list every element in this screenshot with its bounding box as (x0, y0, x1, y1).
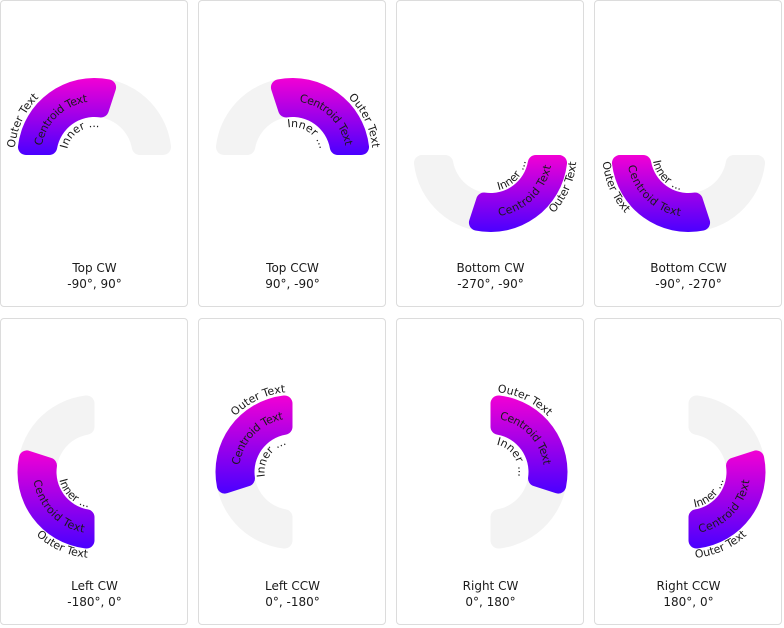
arc-value (611, 155, 711, 233)
card-title: Right CW (463, 579, 519, 593)
arc-value (468, 155, 568, 233)
arc-card (594, 0, 782, 307)
arc-value (17, 450, 95, 549)
arc-value (270, 77, 370, 156)
card-title: Top CCW (265, 261, 319, 275)
arc-value (215, 395, 293, 494)
arc-value (17, 77, 117, 155)
card-title: Left CCW (265, 579, 320, 593)
card-range-label: 0°, -180° (265, 595, 320, 609)
card-range-label: -90°, -270° (655, 277, 721, 291)
card-range-label: -270°, -90° (457, 277, 523, 291)
card-range-label: -180°, 0° (67, 595, 122, 609)
card-range-label: 180°, 0° (663, 595, 713, 609)
card-range-label: 90°, -90° (265, 277, 320, 291)
card-range-label: -90°, 90° (67, 277, 122, 291)
card-title: Bottom CCW (650, 261, 727, 275)
card-range-label: 0°, 180° (465, 595, 515, 609)
arc-value (688, 450, 766, 549)
card-title: Right CCW (656, 579, 720, 593)
card-title: Top CW (71, 261, 116, 275)
card-title: Bottom CW (456, 261, 524, 275)
arc-value (490, 395, 568, 494)
arc-card (396, 0, 584, 307)
card-title: Left CW (71, 579, 118, 593)
